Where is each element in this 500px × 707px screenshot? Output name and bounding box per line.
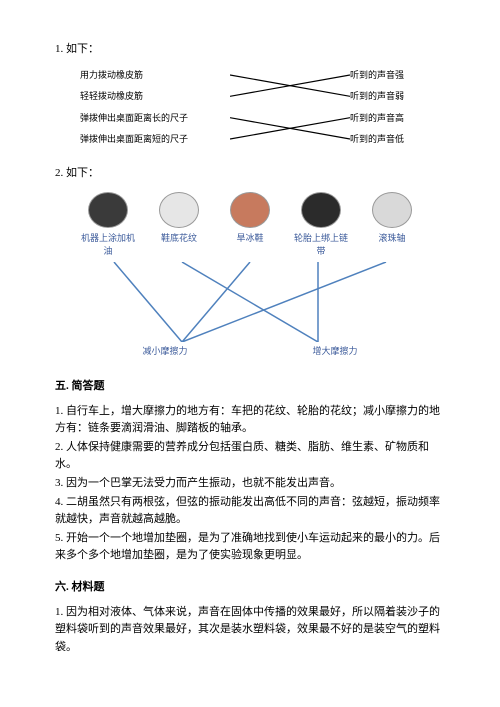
d1-left-item: 轻轻拨动橡皮筋 bbox=[80, 89, 230, 103]
d2-top-item: 滚珠轴 bbox=[364, 192, 420, 262]
d2-top-row: 机器上涂加机油 鞋底花纹 旱冰鞋 轮胎上绑上链带 滚珠轴 bbox=[80, 192, 420, 262]
section5-list: 1. 自行车上，增大摩擦力的地方有：车把的花纹、轮胎的花纹；减小摩擦力的地方有：… bbox=[55, 403, 445, 564]
q1-label: 1. 如下： bbox=[55, 40, 445, 56]
d2-top-item: 鞋底花纹 bbox=[151, 192, 207, 262]
d1-right-item: 听到的声音强 bbox=[350, 68, 420, 82]
d2-thumb bbox=[230, 192, 270, 228]
answer-item: 5. 开始一个一个地增加垫圈，是为了准确地找到使小车运动起来的最小的力。后来多个… bbox=[55, 530, 445, 564]
d1-right-item: 听到的声音高 bbox=[350, 111, 420, 125]
d1-left-item: 弹拨伸出桌面距离短的尺子 bbox=[80, 132, 230, 146]
answer-item: 4. 二胡虽然只有两根弦，但弦的振动能发出高低不同的声音：弦越短，振动频率就越快… bbox=[55, 494, 445, 528]
d2-lines bbox=[80, 262, 420, 342]
section6-list: 1. 因为相对液体、气体来说，声音在固体中传播的效果最好，所以隔着装沙子的塑料袋… bbox=[55, 604, 445, 655]
d1-lines bbox=[230, 68, 350, 146]
d1-left-item: 用力拨动橡皮筋 bbox=[80, 68, 230, 82]
section5-heading: 五. 简答题 bbox=[55, 377, 445, 393]
match-diagram-2: 机器上涂加机油 鞋底花纹 旱冰鞋 轮胎上绑上链带 滚珠轴 减小摩擦力 增大摩擦力 bbox=[80, 192, 420, 357]
d1-right-col: 听到的声音强 听到的声音弱 听到的声音高 听到的声音低 bbox=[350, 68, 420, 146]
d2-thumb bbox=[88, 192, 128, 228]
d2-top-label: 鞋底花纹 bbox=[161, 231, 197, 244]
d2-thumb bbox=[372, 192, 412, 228]
q2-label: 2. 如下： bbox=[55, 164, 445, 180]
answer-item: 1. 自行车上，增大摩擦力的地方有：车把的花纹、轮胎的花纹；减小摩擦力的地方有：… bbox=[55, 403, 445, 437]
d1-right-item: 听到的声音弱 bbox=[350, 89, 420, 103]
d2-top-label: 旱冰鞋 bbox=[236, 231, 263, 244]
d1-left-col: 用力拨动橡皮筋 轻轻拨动橡皮筋 弹拨伸出桌面距离长的尺子 弹拨伸出桌面距离短的尺… bbox=[80, 68, 230, 146]
section6-heading: 六. 材料题 bbox=[55, 578, 445, 594]
d2-top-item: 机器上涂加机油 bbox=[80, 192, 136, 262]
d2-bottom-item: 增大摩擦力 bbox=[300, 344, 370, 357]
d2-bottom-item: 减小摩擦力 bbox=[130, 344, 200, 357]
match-diagram-1: 用力拨动橡皮筋 轻轻拨动橡皮筋 弹拨伸出桌面距离长的尺子 弹拨伸出桌面距离短的尺… bbox=[80, 68, 420, 146]
d2-top-item: 旱冰鞋 bbox=[222, 192, 278, 262]
d2-top-label: 机器上涂加机油 bbox=[80, 231, 136, 257]
answer-item: 3. 因为一个巴掌无法受力而产生振动，也就不能发出声音。 bbox=[55, 475, 445, 492]
answer-item: 2. 人体保持健康需要的营养成分包括蛋白质、糖类、脂肪、维生素、矿物质和水。 bbox=[55, 439, 445, 473]
d2-bottom-row: 减小摩擦力 增大摩擦力 bbox=[80, 344, 420, 357]
answer-item: 1. 因为相对液体、气体来说，声音在固体中传播的效果最好，所以隔着装沙子的塑料袋… bbox=[55, 604, 445, 655]
d2-top-label: 轮胎上绑上链带 bbox=[293, 231, 349, 257]
d1-left-item: 弹拨伸出桌面距离长的尺子 bbox=[80, 111, 230, 125]
d2-top-label: 滚珠轴 bbox=[378, 231, 405, 244]
d2-thumb bbox=[301, 192, 341, 228]
d1-right-item: 听到的声音低 bbox=[350, 132, 420, 146]
d2-thumb bbox=[159, 192, 199, 228]
d2-top-item: 轮胎上绑上链带 bbox=[293, 192, 349, 262]
